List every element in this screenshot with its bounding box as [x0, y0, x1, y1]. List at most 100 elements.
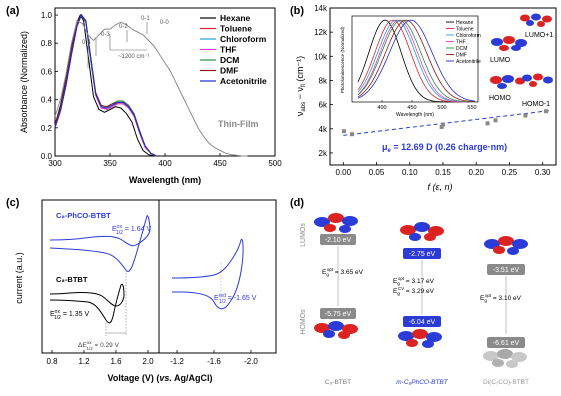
peak-label: 0-1	[141, 16, 150, 22]
x-tick-label: -2.0	[244, 357, 258, 366]
x-tick-label: 350	[103, 159, 117, 168]
lumo-value: -3.51 eV	[493, 267, 520, 274]
panel-c-ylabel: current (a.u.)	[14, 252, 24, 304]
panel-a-peak-annotations: 0-1 0-0 0-2 0-3 0-4 ~1200 cm⁻¹	[82, 16, 169, 68]
y-tick-label: 14k	[314, 4, 328, 13]
panel-a-y-ticks: 0.0 0.2 0.4 0.6 0.8 1.0	[41, 11, 58, 161]
panel-a-lines	[54, 13, 248, 157]
legend-label: Hexane	[220, 13, 251, 23]
data-point	[349, 132, 354, 137]
y-tick-label: 12k	[314, 28, 328, 37]
spacing-label: ~1200 cm⁻¹	[118, 54, 150, 60]
inset-series-line	[357, 19, 475, 103]
panel-a-label: (a)	[6, 5, 20, 17]
panel-b-points	[341, 109, 550, 137]
gap-label-cv: EgCV = 3.29 eV	[393, 286, 435, 296]
x-tick-label: 0.8	[46, 357, 58, 366]
y-tick-label: 6k	[319, 101, 328, 110]
inset-x-tick-label: 550	[467, 105, 476, 111]
panel-b-label: (b)	[290, 5, 304, 17]
panel-d: (d) LUMOs HOMOs -2.10 eV Egopt = 3.65 eV…	[290, 197, 529, 386]
e-ox-label-2: Eox 1/2 = 1.35 V	[50, 309, 89, 321]
data-point	[441, 122, 445, 127]
inset-lines	[357, 19, 476, 103]
y-tick-label: 4k	[319, 125, 328, 134]
legend-label: DMF	[220, 66, 238, 76]
x-tick-label: 0.20	[468, 168, 484, 177]
series-line	[54, 13, 157, 157]
homo-axis-label: HOMOs	[300, 309, 307, 335]
orbital-label: HOMO	[489, 95, 511, 102]
homo-value: -5.75 eV	[325, 311, 352, 318]
panel-b-ylabel: νabs − νfl (cm⁻¹)	[295, 56, 307, 116]
x-tick-label: -1.2	[170, 357, 184, 366]
inset-legend-label: Hexane	[456, 20, 473, 26]
x-tick-label: 400	[158, 159, 172, 168]
panel-b-x-ticks: 0.00 0.05 0.10 0.15 0.20 0.25 0.30	[336, 162, 551, 177]
x-tick-label: 1.2	[78, 357, 90, 366]
y-tick-label: 10k	[314, 52, 328, 61]
inset-series-line	[357, 19, 475, 103]
inset-legend-label: THF	[456, 40, 466, 46]
x-tick-label: 0.05	[369, 168, 385, 177]
orbital-label: LUMO+1	[525, 32, 553, 39]
panel-c-label: (c)	[6, 197, 20, 209]
data-point	[341, 129, 346, 134]
legend-label: THF	[220, 45, 237, 55]
compound-label-c8-phco-btbt: C₈-PhCO-BTBT	[56, 211, 111, 220]
y-tick-label: 0.2	[41, 124, 53, 133]
compound-label-c8-btbt: C₈-BTBT	[56, 275, 88, 284]
homo-box	[320, 308, 356, 319]
cv-curve-c8-btbt	[49, 283, 125, 324]
panel-c-right-frame	[158, 199, 277, 354]
inset-legend-label: Acetonitrile	[456, 59, 481, 65]
inset-x-tick-label: 500	[437, 105, 446, 111]
inset-legend: HexaneTolueneChloroformTHFDCMDMFAcetonit…	[446, 20, 481, 65]
y-tick-label: 0.6	[41, 67, 53, 76]
panel-b: (b) νabs − νfl (cm⁻¹) f (ε, n) 2k 4k 6k 8k 1…	[290, 4, 557, 192]
lumo-box	[487, 264, 525, 275]
y-tick-label: 0.4	[41, 96, 53, 105]
fit-line	[343, 110, 550, 136]
inset-x-tick-label: 450	[407, 105, 416, 111]
lumo-axis-label: LUMOs	[300, 223, 307, 247]
x-tick-label: 0.00	[336, 168, 352, 177]
peak-label: 0-0	[160, 20, 169, 26]
inset-ylabel: Photoluminescence (Normalized)	[340, 26, 345, 93]
data-point	[485, 121, 490, 126]
y-tick-label: 2k	[319, 149, 328, 158]
data-point	[439, 124, 444, 129]
x-tick-label: 1.6	[110, 357, 122, 366]
lumo-value: -2.75 eV	[409, 251, 436, 258]
panel-a-ylabel: Absorbance (Normalized)	[19, 31, 29, 133]
x-tick-label: 0.10	[402, 168, 418, 177]
panel-a-legend: HexaneTolueneChloroformTHFDCMDMFAcetonit…	[200, 13, 267, 86]
data-point	[493, 118, 498, 123]
inset-legend-label: Chloroform	[456, 33, 481, 39]
panel-a-xlabel: Wavelength (nm)	[129, 175, 201, 185]
energy-column-c8-btbt: -2.10 eV Egopt = 3.65 eV -5.75 eV C₈-BTB…	[314, 213, 364, 386]
x-tick-label: 300	[48, 159, 62, 168]
panel-d-label: (d)	[290, 197, 304, 209]
energy-column-di-c7co-btbt: -3.51 eV Egopt = 3.10 eV -6.61 eV Di(C₇C…	[480, 236, 529, 386]
e-ox-label-1: Eox 1/2 = 1.64 V	[112, 224, 151, 236]
x-tick-label: 0.25	[502, 168, 518, 177]
panel-b-xlabel: f (ε, n)	[428, 182, 453, 192]
homo-box	[487, 337, 525, 348]
y-tick-label: 0.0	[41, 152, 53, 161]
delta-e-label: ΔEox 1/2 = 0.29 V	[78, 340, 120, 351]
panel-c-x-ticks: 0.8 1.2 1.6 2.0 -1.2 -1.6 -2.0	[46, 350, 258, 366]
panel-c-xlabel: Voltage (V) (vs. Ag/AgCl)	[107, 373, 212, 383]
orbital-illustrations: LUMO LUMO+1 HOMO HOMO-1	[489, 13, 553, 108]
panel-b-y-ticks: 2k 4k 6k 8k 10k 12k 14k	[314, 4, 333, 158]
lumo-box	[320, 234, 356, 245]
legend-label: Acetonitrile	[220, 76, 267, 86]
lumo-value: -2.10 eV	[325, 237, 352, 244]
x-tick-label: 0.15	[435, 168, 451, 177]
orbital-label: HOMO-1	[522, 101, 550, 108]
x-tick-label: 450	[213, 159, 227, 168]
homo-value: -6.04 eV	[409, 319, 436, 326]
panel-c: (c) current (a.u.) Voltage (V) (vs. Ag/A…	[6, 197, 277, 383]
inset-xlabel: Wavelength (nm)	[396, 112, 434, 118]
